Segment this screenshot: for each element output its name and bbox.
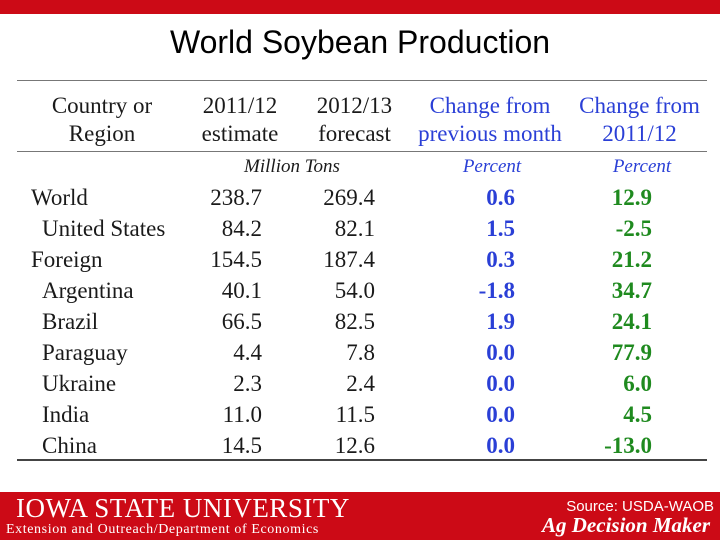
- row-estimate: 40.1: [221, 278, 262, 303]
- header-change-year: Change from 2011/12: [579, 93, 700, 146]
- row-change-year: 77.9: [611, 340, 652, 365]
- table-row: Ukraine 2.3 2.4 0.0 6.0: [17, 368, 707, 399]
- row-estimate: 154.5: [210, 247, 262, 272]
- row-change-year: -2.5: [615, 216, 652, 241]
- row-name: United States: [42, 216, 166, 241]
- footer-department: Extension and Outreach/Department of Eco…: [6, 522, 319, 537]
- row-name: Ukraine: [42, 371, 117, 396]
- row-name: Foreign: [31, 247, 103, 272]
- row-change-year: 24.1: [611, 309, 652, 334]
- row-forecast: 2.4: [346, 371, 375, 396]
- unit-percent-month: Percent: [462, 156, 522, 177]
- row-forecast: 7.8: [346, 340, 375, 365]
- row-change-year: 4.5: [623, 402, 652, 427]
- row-change-month: 0.0: [486, 371, 515, 396]
- row-change-month: 0.6: [486, 185, 515, 210]
- footer-bar: IOWA STATE UNIVERSITY Extension and Outr…: [0, 492, 720, 540]
- row-change-year: 12.9: [611, 185, 652, 210]
- table-top-rule: [17, 80, 707, 81]
- table-bottom-rule: [17, 459, 707, 461]
- row-name: Paraguay: [42, 340, 128, 365]
- row-change-year: -13.0: [604, 433, 652, 458]
- table-header-rule: [17, 151, 707, 152]
- header-country: Country or Region: [51, 93, 153, 146]
- header-forecast: 2012/13 forecast: [316, 93, 393, 146]
- row-forecast: 54.0: [334, 278, 375, 303]
- row-change-year: 34.7: [611, 278, 652, 303]
- row-estimate: 11.0: [222, 402, 262, 427]
- row-forecast: 11.5: [335, 402, 375, 427]
- row-name: India: [42, 402, 90, 427]
- table-row: Argentina 40.1 54.0 -1.8 34.7: [17, 275, 707, 306]
- footer-source: Source: USDA-WAOB: [566, 498, 714, 515]
- row-estimate: 4.4: [233, 340, 262, 365]
- row-change-month: 1.5: [486, 216, 515, 241]
- row-forecast: 12.6: [334, 433, 375, 458]
- row-change-month: 0.0: [486, 433, 515, 458]
- table-row: Paraguay 4.4 7.8 0.0 77.9: [17, 337, 707, 368]
- row-change-month: 0.3: [486, 247, 515, 272]
- row-name: China: [42, 433, 97, 458]
- row-change-month: 0.0: [486, 340, 515, 365]
- row-estimate: 66.5: [221, 309, 262, 334]
- university-logo-text: IOWA STATE UNIVERSITY: [16, 493, 350, 523]
- row-change-month: 0.0: [486, 402, 515, 427]
- row-estimate: 238.7: [210, 185, 262, 210]
- table-row: United States 84.2 82.1 1.5 -2.5: [17, 213, 707, 244]
- row-name: World: [31, 185, 88, 210]
- slide-title: World Soybean Production: [169, 24, 551, 60]
- row-name: Brazil: [42, 309, 99, 334]
- row-estimate: 14.5: [221, 433, 262, 458]
- row-forecast: 82.5: [334, 309, 375, 334]
- table-row: India 11.0 11.5 0.0 4.5: [17, 399, 707, 430]
- soybean-table: Country or Region 2011/12 estimate 2012/…: [17, 80, 707, 461]
- row-estimate: 2.3: [233, 371, 262, 396]
- unit-percent-year: Percent: [612, 156, 672, 177]
- row-change-month: 1.9: [486, 309, 515, 334]
- top-accent-bar: [0, 0, 720, 14]
- header-estimate: 2011/12 estimate: [201, 93, 279, 146]
- row-forecast: 269.4: [323, 185, 375, 210]
- row-change-year: 21.2: [611, 247, 652, 272]
- row-forecast: 82.1: [334, 216, 375, 241]
- unit-million-tons: Million Tons: [244, 156, 340, 177]
- row-change-year: 6.0: [623, 371, 652, 396]
- table-row: Brazil 66.5 82.5 1.9 24.1: [17, 306, 707, 337]
- row-forecast: 187.4: [323, 247, 375, 272]
- row-name: Argentina: [42, 278, 134, 303]
- footer-tagline: Ag Decision Maker: [542, 513, 710, 537]
- row-estimate: 84.2: [221, 216, 262, 241]
- table-row: China 14.5 12.6 0.0 -13.0: [17, 430, 707, 461]
- header-change-month: Change from previous month: [418, 93, 562, 146]
- table-row: World 238.7 269.4 0.6 12.9: [17, 182, 707, 213]
- table-row: Foreign 154.5 187.4 0.3 21.2: [17, 244, 707, 275]
- row-change-month: -1.8: [478, 278, 515, 303]
